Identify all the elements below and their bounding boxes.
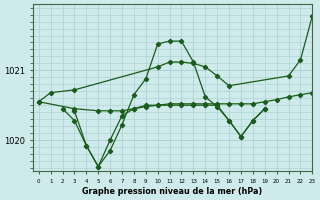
X-axis label: Graphe pression niveau de la mer (hPa): Graphe pression niveau de la mer (hPa) — [83, 187, 263, 196]
